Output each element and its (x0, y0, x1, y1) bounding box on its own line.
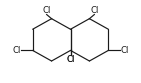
Text: Cl: Cl (90, 6, 99, 15)
Text: Cl: Cl (120, 46, 129, 55)
Text: Cl: Cl (66, 55, 75, 64)
Text: Cl: Cl (12, 46, 21, 55)
Text: Cl: Cl (42, 6, 51, 15)
Text: Cl: Cl (66, 55, 75, 64)
